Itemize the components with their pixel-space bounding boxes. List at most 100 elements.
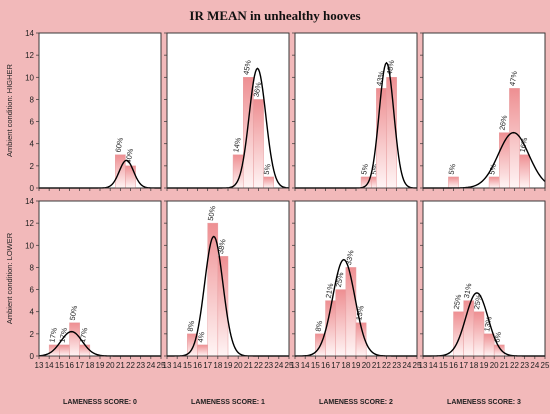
column-label: LAMENESS SCORE: 0 xyxy=(63,399,137,406)
bar-data-label: 5% xyxy=(359,163,370,176)
x-tick-label: 23 xyxy=(392,361,401,370)
bar xyxy=(197,344,208,357)
bar-data-label: 17% xyxy=(58,327,70,344)
panel-frame xyxy=(38,32,162,189)
bar xyxy=(448,176,459,189)
panel-frame xyxy=(294,32,418,189)
x-tick-label: 22 xyxy=(254,361,263,370)
bar-data-label: 4% xyxy=(196,331,207,344)
x-tick-label: 23 xyxy=(136,361,145,370)
bar xyxy=(48,344,60,357)
panel-r0-c1: 14% 45% 36% 5% xyxy=(164,32,290,191)
panel-frame xyxy=(294,200,418,357)
y-tick-label: 4 xyxy=(30,308,35,317)
bar-data-label: 8% xyxy=(314,320,325,333)
x-tick-label: 23 xyxy=(264,361,273,370)
bar xyxy=(473,311,485,357)
x-tick-label: 16 xyxy=(193,361,202,370)
bar xyxy=(509,88,520,189)
panel-background xyxy=(38,32,162,189)
panel-r1-c1: 13 14 15 16 17 18 19 20 21 22 23 24 25 8%4% 50% 38% xyxy=(163,200,294,370)
x-tick-label: 25 xyxy=(157,361,166,370)
x-tick-label: 23 xyxy=(520,361,529,370)
x-tick-label: 24 xyxy=(274,361,283,370)
bar-data-label: 25% xyxy=(472,293,484,310)
bar xyxy=(345,267,357,357)
x-tick-label: 19 xyxy=(96,361,105,370)
panel-frame xyxy=(166,32,290,189)
y-tick-label: 6 xyxy=(30,286,35,295)
bar xyxy=(376,88,387,189)
panel-frame xyxy=(38,200,162,357)
bar-data-label: 17% xyxy=(47,327,59,344)
y-tick-label: 6 xyxy=(30,118,35,127)
panel-r0-c3: 5% 5%26%47%16% xyxy=(420,32,546,191)
labels-layer: Ambient condition: HIGHER Ambient conditi… xyxy=(5,63,521,406)
bar-data-label: 47% xyxy=(508,70,520,87)
bar xyxy=(335,289,347,357)
bar-data-label: 8% xyxy=(186,320,197,333)
column-label: LAMENESS SCORE: 2 xyxy=(319,399,393,406)
bar-data-label: 31% xyxy=(462,282,474,299)
bar-data-label: 14% xyxy=(231,136,243,153)
bar xyxy=(488,176,500,189)
y-tick-label: 10 xyxy=(25,241,34,250)
y-tick-label: 0 xyxy=(30,352,35,361)
column-label: LAMENESS SCORE: 3 xyxy=(447,399,521,406)
bar-data-label: 50% xyxy=(206,205,218,222)
x-tick-label: 19 xyxy=(480,361,489,370)
x-tick-label: 15 xyxy=(439,361,448,370)
x-tick-label: 25 xyxy=(285,361,294,370)
panel-frame xyxy=(422,200,546,357)
x-tick-label: 18 xyxy=(341,361,350,370)
row-label: Ambient condition: HIGHER xyxy=(5,63,14,157)
bar-data-label: 60% xyxy=(113,136,125,153)
x-tick-label: 13 xyxy=(163,361,172,370)
bar-data-label: 48% xyxy=(385,59,397,76)
panel-frame xyxy=(422,32,546,189)
y-tick-label: 10 xyxy=(25,73,34,82)
x-tick-label: 20 xyxy=(490,361,499,370)
bar-data-label: 25% xyxy=(452,293,464,310)
panel-r1-c2: 13 14 15 16 17 18 19 20 21 22 23 24 25 8% 21%25% 33% 13% xyxy=(291,200,422,370)
bar-data-label: 5% xyxy=(447,163,458,176)
x-tick-label: 13 xyxy=(35,361,44,370)
y-tick-label: 8 xyxy=(30,263,35,272)
x-tick-label: 21 xyxy=(244,361,253,370)
bar xyxy=(59,344,70,357)
bar xyxy=(79,344,91,357)
x-tick-label: 21 xyxy=(116,361,125,370)
bar-data-label: 13% xyxy=(482,316,494,333)
column-label: LAMENESS SCORE: 1 xyxy=(191,399,265,406)
y-tick-label: 2 xyxy=(30,162,35,171)
x-tick-label: 18 xyxy=(85,361,94,370)
x-tick-label: 24 xyxy=(402,361,411,370)
x-tick-label: 18 xyxy=(469,361,478,370)
bar-data-label: 50% xyxy=(68,304,80,321)
bar-data-label: 13% xyxy=(354,304,366,321)
x-tick-label: 21 xyxy=(500,361,509,370)
bar xyxy=(125,165,136,189)
bar-data-label: 6% xyxy=(492,331,503,344)
panel-r0-c0: 0 2 4 6 8 10 12 14 60%40% xyxy=(25,29,162,193)
chart-title: IR MEAN in unhealthy hooves xyxy=(189,8,361,23)
x-tick-label: 20 xyxy=(362,361,371,370)
panel-r0-c2: 5% 5% 43%48% xyxy=(292,32,418,191)
row-label: Ambient condition: LOWER xyxy=(5,232,14,324)
panel-r1-c3: 13 14 15 16 17 18 19 20 21 22 23 24 25 25%31%25% 13%6% xyxy=(419,200,550,370)
x-tick-label: 17 xyxy=(331,361,340,370)
bar-data-label: 5% xyxy=(262,163,273,176)
y-tick-label: 8 xyxy=(30,95,35,104)
x-tick-label: 21 xyxy=(372,361,381,370)
bar-data-label: 43% xyxy=(375,70,387,87)
x-tick-label: 16 xyxy=(449,361,458,370)
bar-data-label: 38% xyxy=(216,238,228,255)
bar-data-label: 25% xyxy=(334,271,346,288)
y-tick-label: 14 xyxy=(25,197,34,206)
bar xyxy=(453,311,464,357)
x-tick-label: 22 xyxy=(382,361,391,370)
y-tick-label: 0 xyxy=(30,184,35,193)
x-tick-label: 13 xyxy=(291,361,300,370)
x-tick-label: 15 xyxy=(183,361,192,370)
